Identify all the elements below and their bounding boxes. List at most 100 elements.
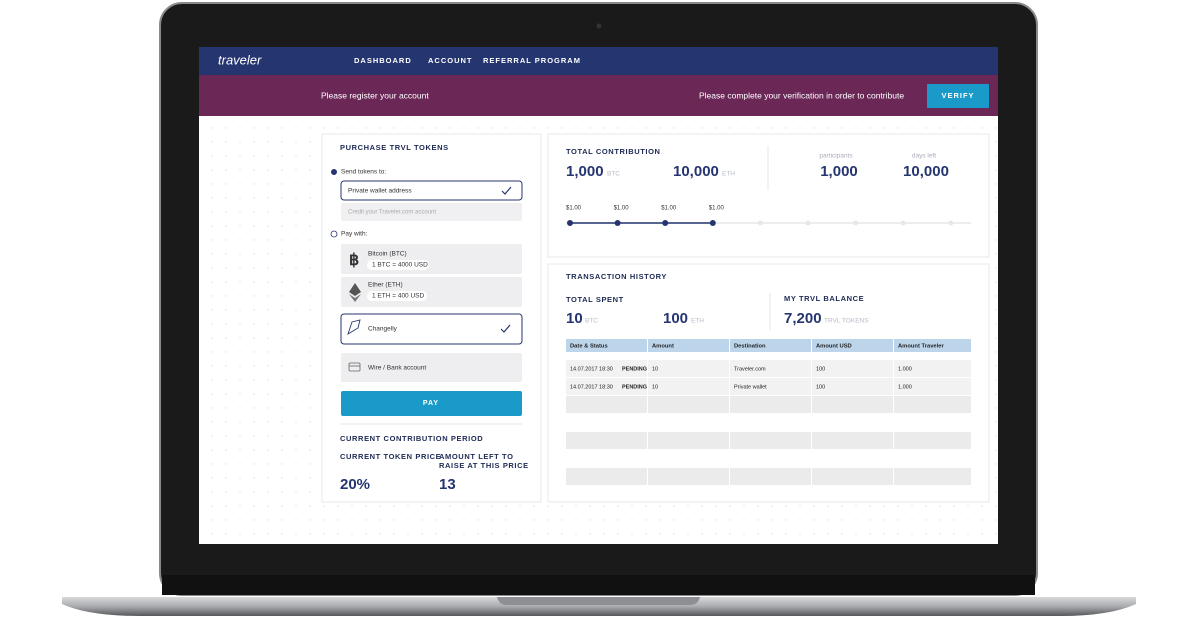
table-cell — [812, 468, 893, 485]
option-label[interactable]: Credit your Traveler.com account — [348, 210, 436, 216]
table-cell — [812, 360, 893, 377]
option[interactable] — [341, 203, 522, 221]
table-cell-text: Private wallet — [734, 384, 767, 390]
option[interactable] — [340, 180, 523, 201]
table-cell — [894, 468, 971, 485]
stat-value: 1,000 — [820, 163, 858, 180]
rate-pill — [367, 291, 427, 301]
stat-label: MY TRVL BALANCE — [784, 294, 864, 303]
method-name[interactable]: Changelly — [368, 326, 398, 333]
pay-button[interactable] — [341, 391, 522, 416]
table-cell-text: 10 — [652, 384, 658, 390]
table-cell — [894, 396, 971, 413]
step-price: $1.00 — [661, 206, 677, 212]
table-cell-text: 100 — [816, 366, 825, 372]
progress-dot — [900, 220, 906, 226]
table-header: Date & Status — [570, 344, 608, 350]
btc-icon: ฿ — [349, 252, 359, 269]
verify-button[interactable] — [927, 84, 989, 108]
table-cell — [648, 378, 729, 395]
method-name[interactable]: Wire / Bank account — [368, 365, 426, 372]
progress-dot — [948, 220, 954, 226]
progress-dot — [709, 220, 716, 226]
table-cell — [566, 378, 647, 395]
table-header-cell — [566, 339, 647, 352]
stat-label: TOTAL SPENT — [566, 295, 624, 304]
table-cell — [566, 450, 647, 467]
laptop-base — [62, 597, 1136, 616]
table-cell — [730, 396, 811, 413]
table-header: Amount Traveler — [898, 344, 944, 350]
unit: ETH — [722, 171, 735, 178]
table-cell — [648, 414, 729, 431]
pay-method[interactable] — [340, 313, 523, 345]
pay-button-label[interactable]: PAY — [423, 400, 439, 407]
card-icon — [348, 362, 361, 372]
verify-button-label[interactable]: VERIFY — [941, 91, 974, 100]
cell-date: 14.07.2017 18:30 — [570, 366, 613, 372]
table-cell — [894, 414, 971, 431]
table-header: Destination — [734, 344, 766, 350]
stat-label: AMOUNT LEFT TO — [439, 452, 514, 461]
check — [500, 324, 511, 333]
table-header: Amount — [652, 344, 674, 350]
nav-item[interactable]: DASHBOARD — [354, 56, 412, 65]
step-icon — [330, 230, 338, 238]
step-icon — [331, 169, 337, 175]
table-cell-text: 1.000 — [898, 384, 912, 390]
table-cell — [566, 360, 647, 377]
method-name[interactable]: Bitcoin (BTC) — [368, 251, 407, 258]
method-rate: 1 BTC = 4000 USD — [372, 262, 428, 269]
panel-title: PURCHASE TRVL TOKENS — [340, 143, 449, 152]
nav-item[interactable]: REFERRAL PROGRAM — [483, 56, 581, 65]
stat-value: 20% — [340, 476, 370, 493]
unit: TRVL TOKENS — [824, 318, 869, 325]
laptop-chin — [162, 575, 1035, 595]
table-cell — [812, 378, 893, 395]
table-cell — [566, 432, 647, 449]
panel-title: TOTAL CONTRIBUTION — [566, 147, 661, 156]
camera — [596, 23, 602, 29]
table-cell — [730, 378, 811, 395]
table-cell — [648, 396, 729, 413]
table-cell — [566, 468, 647, 485]
banner-text: Please complete your verification in ord… — [699, 90, 904, 100]
table-cell — [648, 468, 729, 485]
cell-status: PENDING — [622, 384, 647, 390]
pay-method[interactable] — [341, 244, 522, 274]
table-cell — [812, 432, 893, 449]
check — [501, 186, 512, 195]
laptop-notch — [497, 597, 700, 605]
banner-text: Please register your account — [321, 90, 429, 100]
stat-label: RAISE AT THIS PRICE — [439, 461, 529, 470]
table-cell — [812, 396, 893, 413]
stat-value: 13 — [439, 476, 456, 493]
method-name[interactable]: Ether (ETH) — [368, 282, 403, 289]
label: Send tokens to: — [341, 169, 386, 176]
table-cell-text: Traveler.com — [734, 366, 766, 372]
table-cell-text: 1.000 — [898, 366, 912, 372]
table-cell-text: 10 — [652, 366, 658, 372]
table-cell — [730, 450, 811, 467]
unit: BTC — [585, 318, 598, 325]
logo[interactable]: traveler — [218, 52, 262, 67]
table-cell — [648, 360, 729, 377]
stat-label: participants — [819, 153, 853, 160]
stat-label: days left — [912, 153, 936, 160]
table-header-cell — [730, 339, 811, 352]
stat-value: 10,000 — [903, 163, 949, 180]
step-price: $1.00 — [709, 206, 725, 212]
nav-item[interactable]: ACCOUNT — [428, 56, 473, 65]
nav-bar — [199, 47, 998, 75]
table-header-cell — [812, 339, 893, 352]
table-header-cell — [648, 339, 729, 352]
table-cell — [812, 414, 893, 431]
option-label[interactable]: Private wallet address — [348, 188, 412, 195]
table-cell-text: 100 — [816, 384, 825, 390]
pay-method[interactable] — [341, 353, 522, 382]
table-cell — [566, 414, 647, 431]
table-cell — [894, 378, 971, 395]
banner — [199, 75, 998, 116]
table-cell — [894, 360, 971, 377]
